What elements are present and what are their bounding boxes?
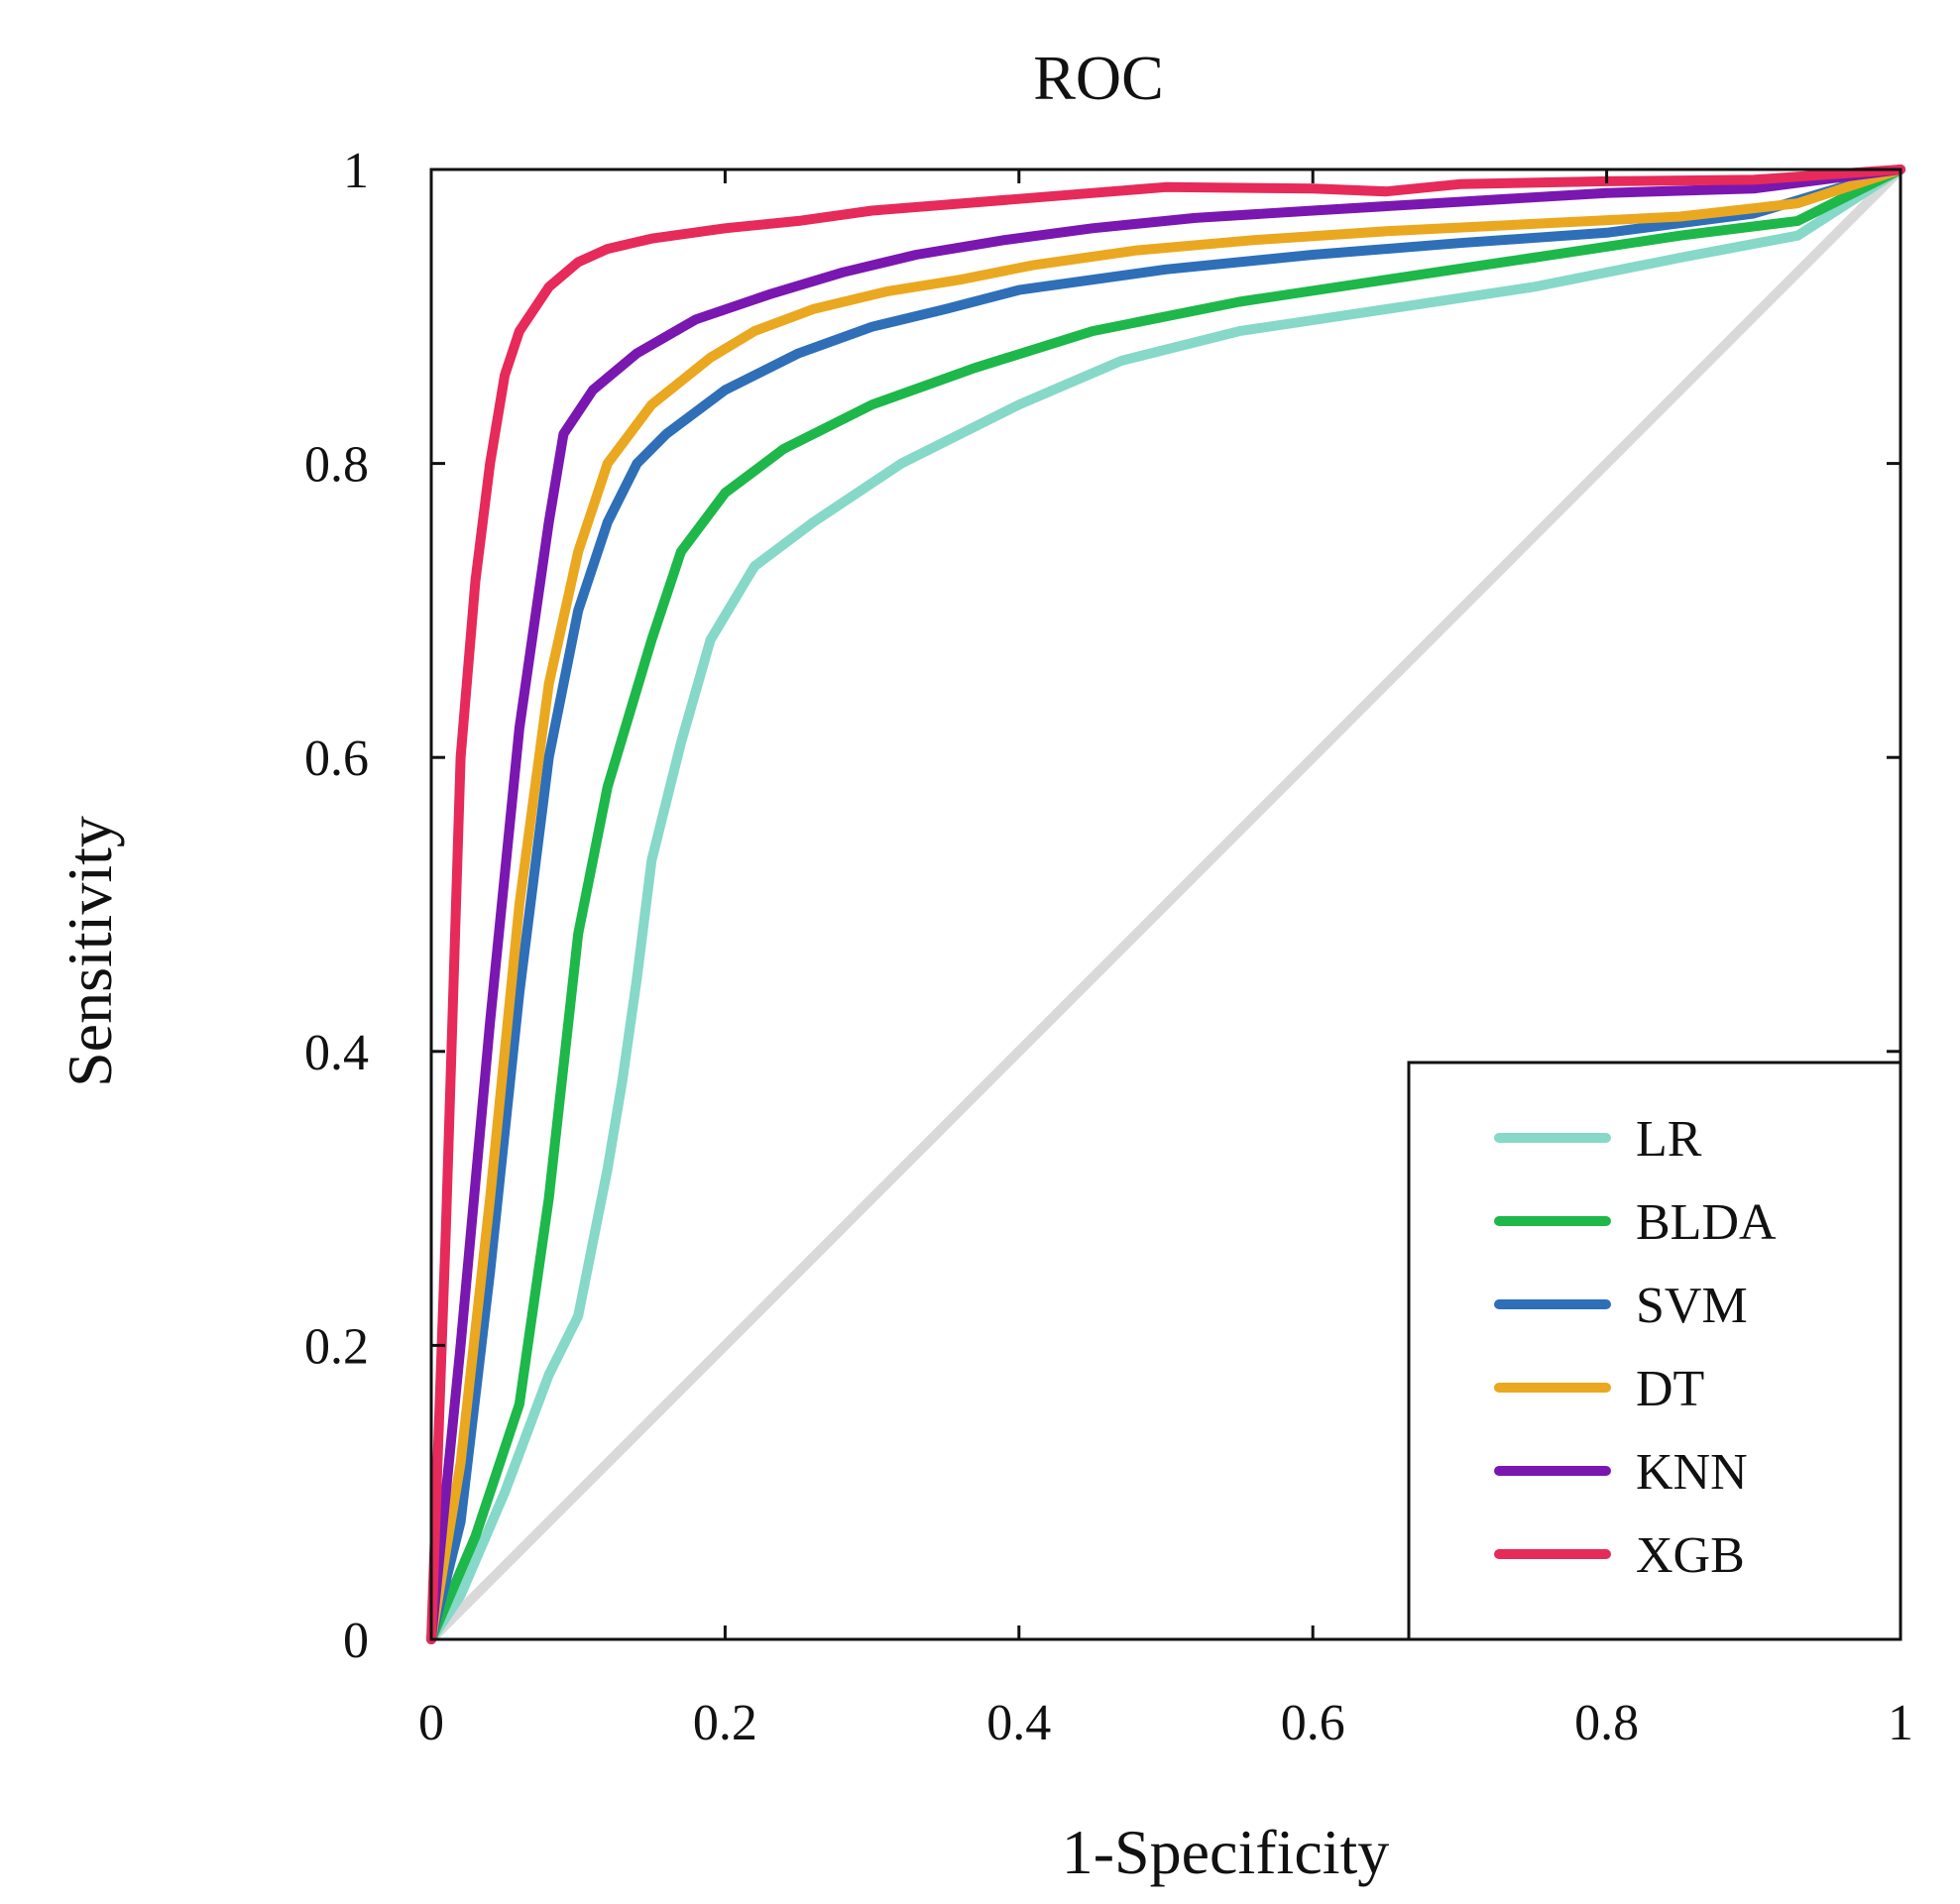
- x-axis-title: 1-Specificity: [1062, 1817, 1390, 1887]
- tick-label-layer: 0 0.2 0.4 0.6 0.8 1 0 0.2 0.4 0.6 0.8 1: [304, 143, 1913, 1751]
- legend-label-svm: SVM: [1636, 1278, 1748, 1334]
- reference-diagonal-line: [426, 165, 1905, 1644]
- series-line-svm: [426, 165, 1905, 1644]
- legend-items: LR BLDA SVM DT KNN XGB: [1494, 1111, 1777, 1584]
- series-line-blda: [426, 165, 1905, 1644]
- series-line-dt: [426, 165, 1905, 1644]
- y-axis-title: Sensitivity: [55, 816, 125, 1087]
- y-tick-label-3: 0.6: [304, 730, 369, 787]
- legend-label-dt: DT: [1636, 1361, 1704, 1417]
- chart-title: ROC: [1033, 43, 1164, 113]
- legend-label-blda: BLDA: [1636, 1194, 1777, 1251]
- series-line-knn: [426, 165, 1905, 1644]
- legend: LR BLDA SVM DT KNN XGB: [1407, 1061, 1902, 1641]
- y-tick-label-0: 0: [343, 1613, 369, 1669]
- x-tick-label-0: 0: [418, 1695, 444, 1751]
- series-line-xgb: [426, 165, 1905, 1644]
- legend-box: [1407, 1061, 1902, 1641]
- legend-label-knn: KNN: [1636, 1444, 1748, 1501]
- x-tick-label-5: 1: [1888, 1695, 1913, 1751]
- legend-label-lr: LR: [1636, 1111, 1702, 1168]
- reference-layer: [426, 165, 1905, 1644]
- x-tick-label-4: 0.8: [1574, 1695, 1639, 1751]
- plot-frame: [429, 168, 1902, 1641]
- y-tick-label-1: 0.2: [304, 1318, 369, 1375]
- x-tick-label-1: 0.2: [693, 1695, 757, 1751]
- series-line-lr: [426, 165, 1905, 1644]
- series-layer: [426, 165, 1905, 1644]
- x-tick-label-3: 0.6: [1281, 1695, 1345, 1751]
- x-tick-label-2: 0.4: [986, 1695, 1051, 1751]
- y-tick-label-4: 0.8: [304, 437, 369, 494]
- legend-label-xgb: XGB: [1636, 1527, 1745, 1584]
- y-tick-label-2: 0.4: [304, 1025, 369, 1081]
- y-tick-label-5: 1: [343, 143, 369, 199]
